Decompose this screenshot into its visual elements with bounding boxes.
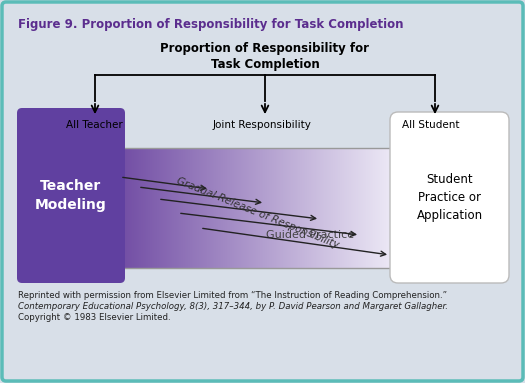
Text: Guided Practice: Guided Practice <box>266 230 354 240</box>
Text: Student
Practice or
Application: Student Practice or Application <box>416 173 482 222</box>
Text: Figure 9. Proportion of Responsibility for Task Completion: Figure 9. Proportion of Responsibility f… <box>18 18 404 31</box>
Text: Reprinted with permission from Elsevier Limited from “The Instruction of Reading: Reprinted with permission from Elsevier … <box>18 291 447 300</box>
Text: Gradual Release of Responsibility: Gradual Release of Responsibility <box>175 176 341 250</box>
Text: Proportion of Responsibility for
Task Completion: Proportion of Responsibility for Task Co… <box>161 42 370 71</box>
Text: Teacher
Modeling: Teacher Modeling <box>35 179 107 212</box>
Bar <box>90 148 400 268</box>
FancyBboxPatch shape <box>17 108 125 283</box>
Text: All Teacher: All Teacher <box>66 120 123 130</box>
FancyBboxPatch shape <box>390 112 509 283</box>
Text: All Student: All Student <box>402 120 459 130</box>
Text: Contemporary Educational Psychology, 8(3), 317–344, by P. David Pearson and Marg: Contemporary Educational Psychology, 8(3… <box>18 302 448 311</box>
Text: Copyright © 1983 Elsevier Limited.: Copyright © 1983 Elsevier Limited. <box>18 313 171 322</box>
Text: Joint Responsibility: Joint Responsibility <box>213 120 312 130</box>
